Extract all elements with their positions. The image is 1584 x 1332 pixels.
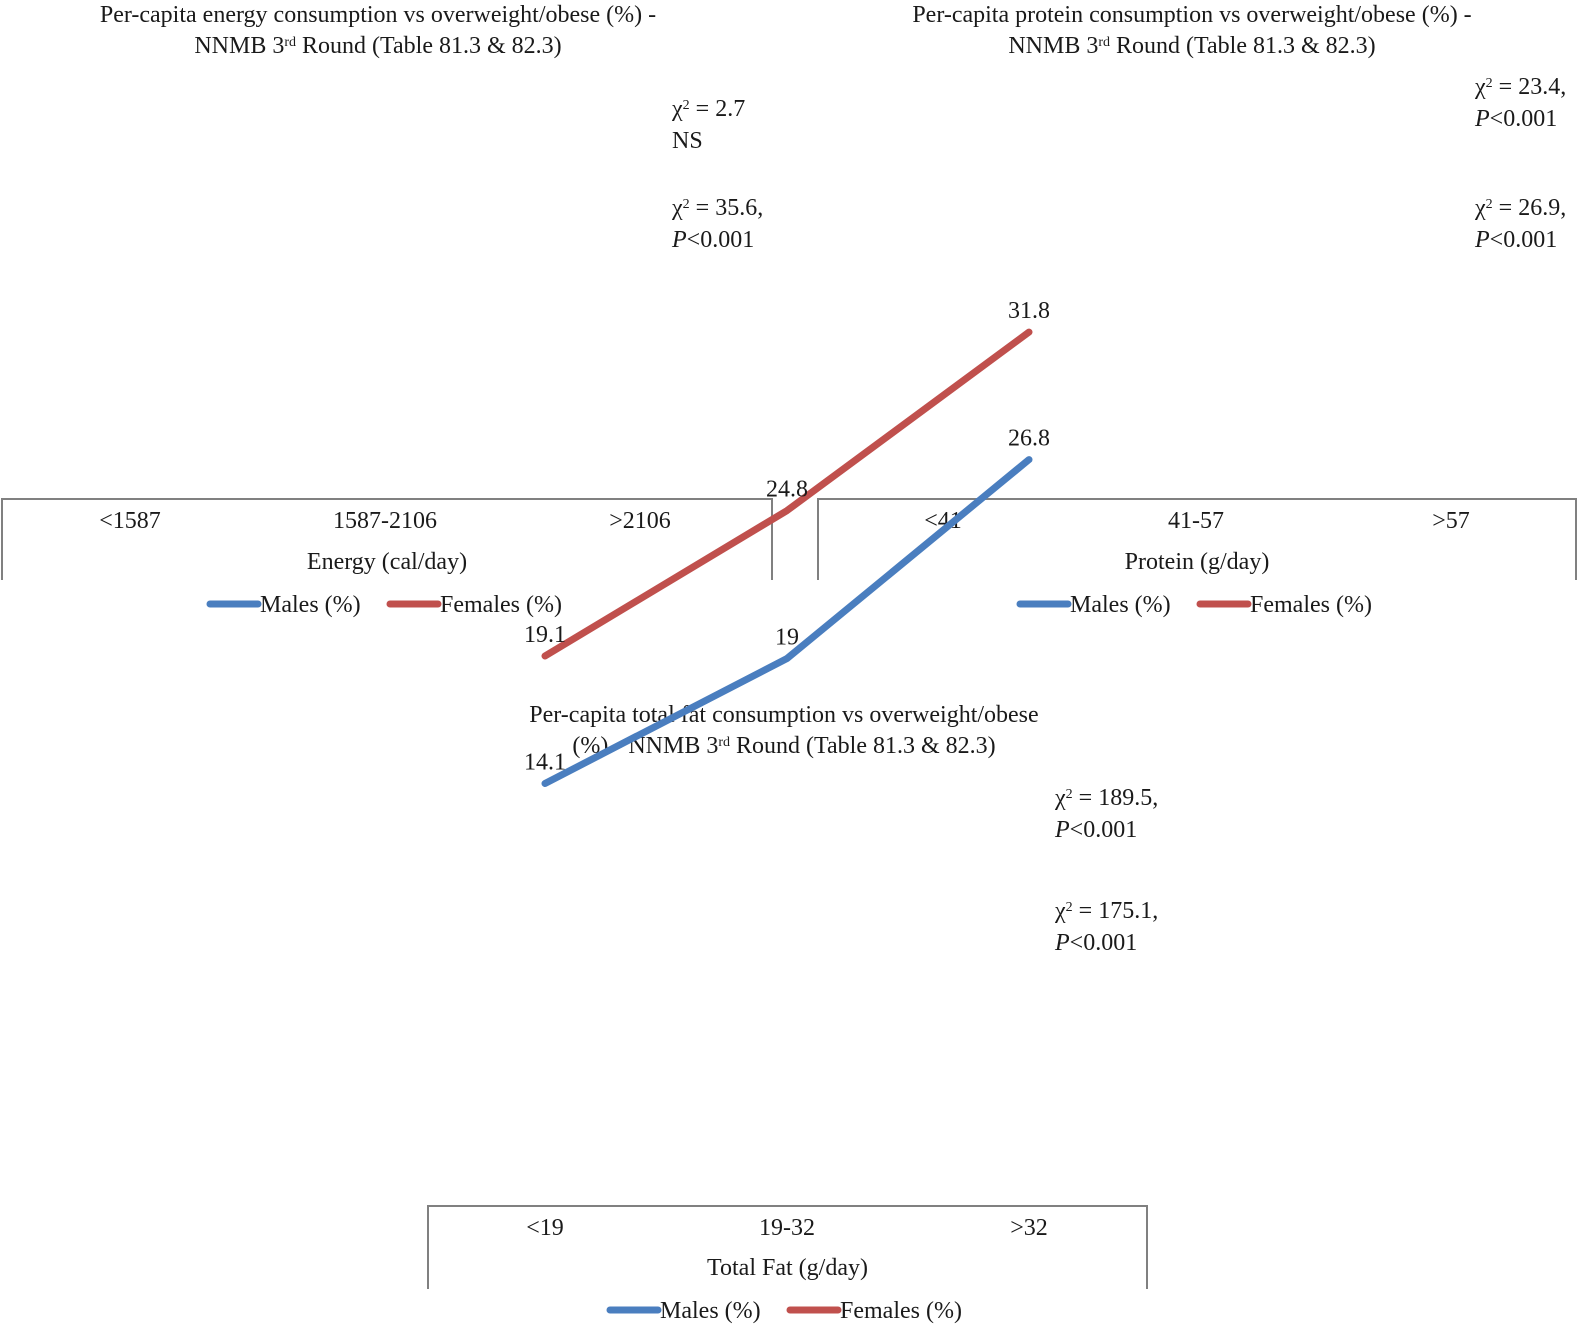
- x-axis-label: Protein (g/day): [1125, 549, 1270, 575]
- stat-p-females: P<0.001: [1054, 817, 1137, 843]
- legend: Males (%) Females (%): [1016, 592, 1372, 618]
- legend-label-males: Males (%): [260, 592, 361, 618]
- chart-title-line: NNMB 3rd Round (Table 81.3 & 82.3): [194, 33, 561, 59]
- x-axis-frame: [817, 498, 1577, 580]
- x-axis-frame: [427, 1205, 1148, 1289]
- data-label-males: 19: [775, 625, 799, 651]
- chart-title-line: NNMB 3rd Round (Table 81.3 & 82.3): [1008, 33, 1375, 59]
- series-line-males: [541, 456, 1033, 787]
- legend: Males (%) Females (%): [206, 592, 562, 618]
- legend-label-males: Males (%): [660, 1298, 761, 1324]
- legend-label-females: Females (%): [440, 592, 562, 618]
- stat-chi-females: χ2 = 2.7: [671, 96, 745, 122]
- x-tick-label: 19-32: [759, 1215, 815, 1241]
- series-line-females: [541, 328, 1033, 660]
- stat-chi-females: χ2 = 189.5,: [1054, 785, 1158, 811]
- stat-chi-females: χ2 = 23.4,: [1474, 74, 1566, 100]
- stat-p-females: P<0.001: [1474, 106, 1557, 132]
- chart-3: Per-capita total fat consumption vs over…: [427, 298, 1158, 1324]
- legend-label-females: Females (%): [840, 1298, 962, 1324]
- chart-title-line: Per-capita energy consumption vs overwei…: [100, 2, 656, 28]
- stat-chi-males: χ2 = 175.1,: [1054, 898, 1158, 924]
- chart-2: Per-capita protein consumption vs overwe…: [817, 2, 1577, 618]
- stat-p-females: NS: [672, 128, 703, 154]
- stat-chi-males: χ2 = 35.6,: [671, 195, 763, 221]
- x-tick-label: <19: [526, 1215, 564, 1241]
- x-tick-label: 41-57: [1168, 508, 1224, 534]
- x-tick-label: >57: [1432, 508, 1470, 534]
- legend-label-females: Females (%): [1250, 592, 1372, 618]
- legend-label-males: Males (%): [1070, 592, 1171, 618]
- chart-title-line: Per-capita total fat consumption vs over…: [529, 702, 1038, 728]
- stat-p-males: P<0.001: [671, 227, 754, 253]
- x-tick-label: 1587-2106: [333, 508, 437, 534]
- data-label-males: 14.1: [524, 749, 566, 775]
- data-label-females: 19.1: [524, 622, 566, 648]
- legend: Males (%) Females (%): [606, 1298, 962, 1324]
- chart-1: Per-capita energy consumption vs overwei…: [1, 2, 773, 618]
- stat-p-males: P<0.001: [1474, 227, 1557, 253]
- data-label-females: 24.8: [766, 477, 808, 503]
- stat-chi-males: χ2 = 26.9,: [1474, 195, 1566, 221]
- x-axis-frame: [1, 498, 773, 580]
- chart-title-line: Per-capita protein consumption vs overwe…: [912, 2, 1471, 28]
- x-tick-label: <1587: [99, 508, 161, 534]
- data-label-males: 26.8: [1008, 426, 1050, 452]
- stat-p-males: P<0.001: [1054, 930, 1137, 956]
- x-axis-label: Total Fat (g/day): [707, 1255, 868, 1281]
- x-axis-label: Energy (cal/day): [307, 549, 467, 575]
- data-label-females: 31.8: [1008, 298, 1050, 324]
- x-tick-label: >2106: [609, 508, 671, 534]
- x-tick-label: >32: [1010, 1215, 1048, 1241]
